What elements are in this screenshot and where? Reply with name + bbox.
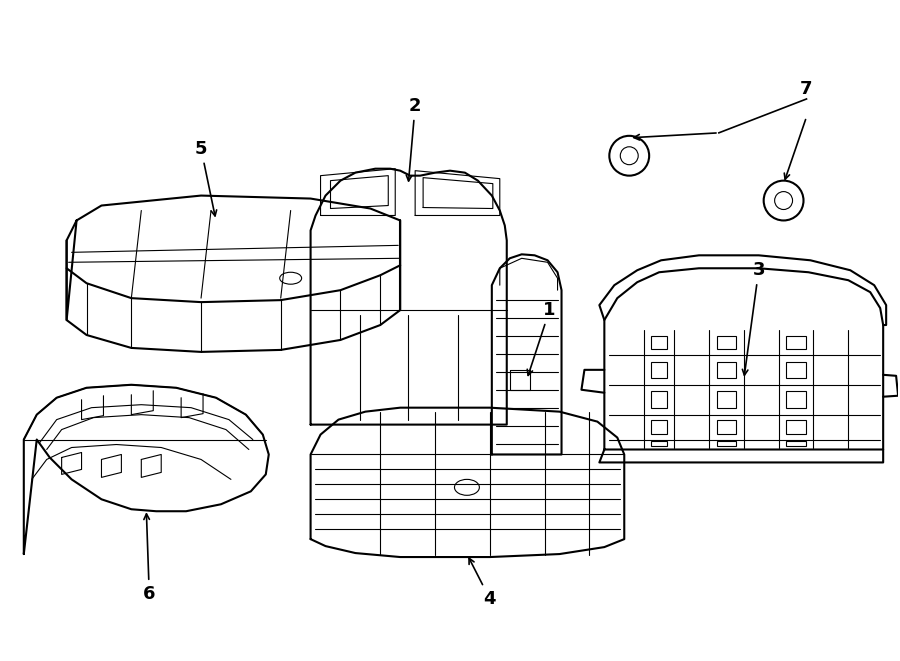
Bar	[787, 336, 806, 349]
Bar	[787, 442, 806, 446]
Bar	[716, 362, 736, 378]
Bar	[651, 442, 667, 446]
Bar	[716, 336, 736, 349]
Text: 1: 1	[527, 301, 556, 375]
Bar	[651, 336, 667, 349]
Text: 5: 5	[194, 139, 217, 216]
Text: 6: 6	[143, 514, 156, 603]
Bar	[787, 362, 806, 378]
Text: 4: 4	[469, 558, 496, 608]
Text: 2: 2	[406, 97, 421, 181]
Bar	[787, 391, 806, 408]
Bar	[787, 420, 806, 434]
Bar	[716, 442, 736, 446]
Bar	[651, 362, 667, 378]
Bar	[716, 420, 736, 434]
Text: 3: 3	[742, 261, 765, 375]
Bar	[651, 420, 667, 434]
Text: 7: 7	[800, 80, 813, 98]
Bar	[651, 391, 667, 408]
Bar	[716, 391, 736, 408]
